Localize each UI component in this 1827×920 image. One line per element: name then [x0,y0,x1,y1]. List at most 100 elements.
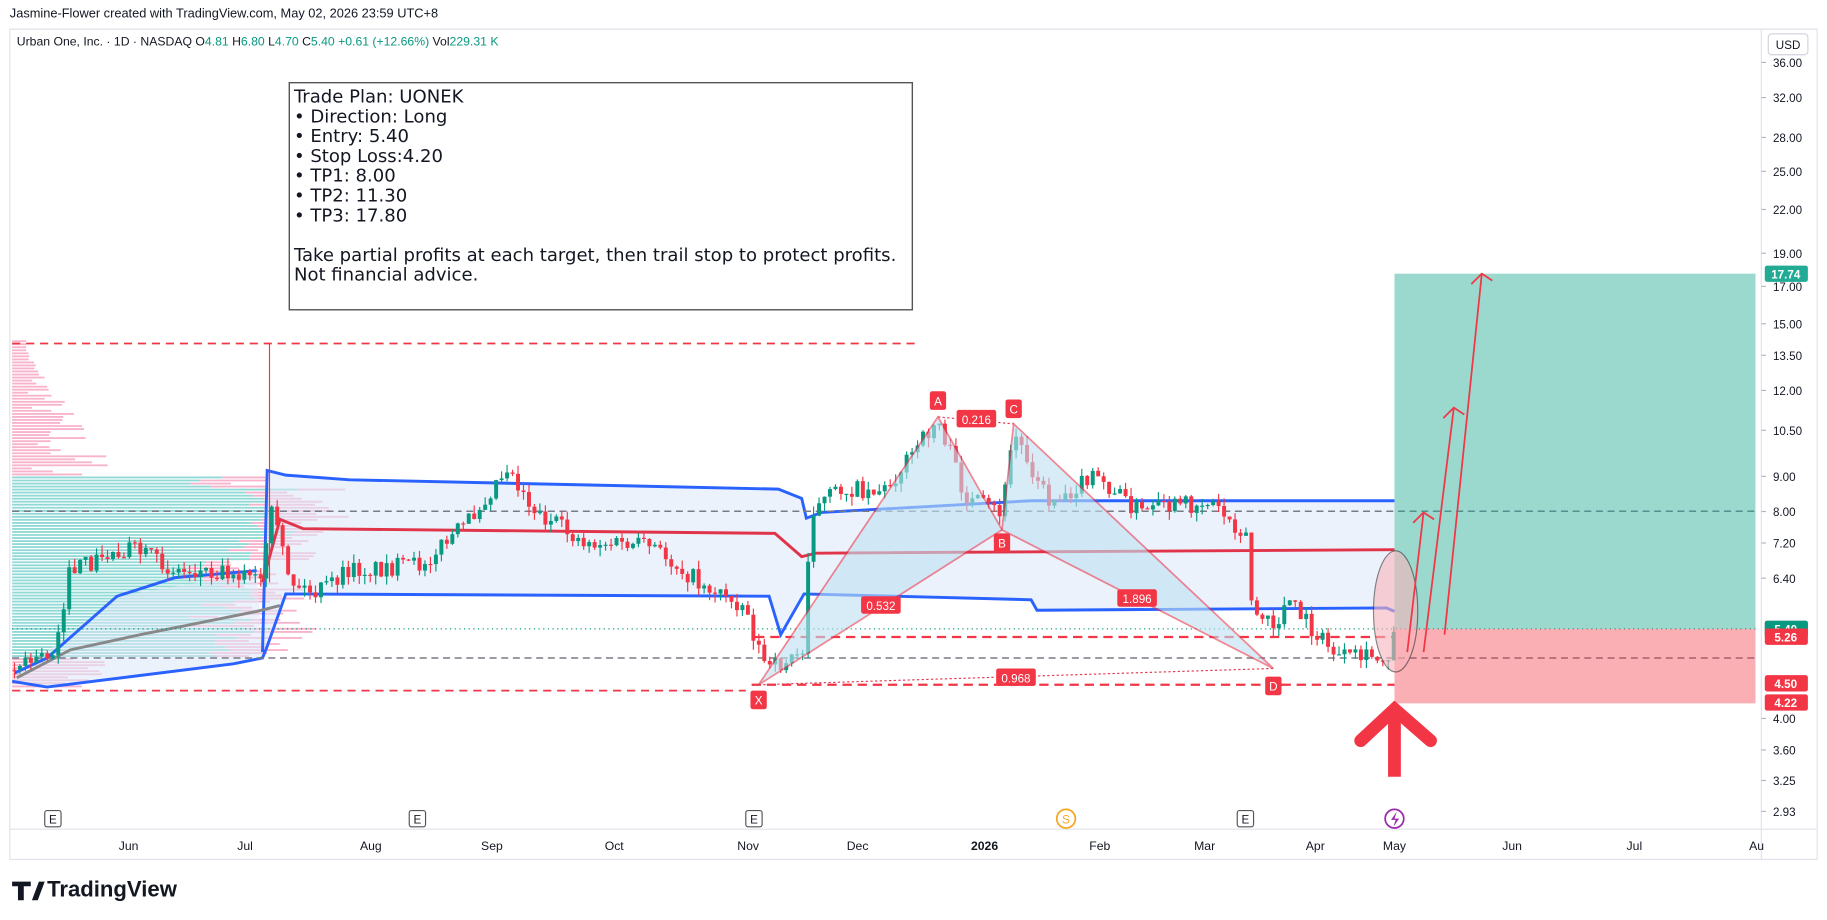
ohlc-label: L [268,34,275,48]
candle-body [1320,632,1325,640]
candle-body [357,562,362,576]
candle-body [1265,615,1270,619]
candle-body [767,660,772,665]
candle-body [242,570,247,580]
pattern-point: D [1269,681,1277,694]
price-tick-label: 13.50 [1773,350,1803,363]
candle-body [663,547,668,560]
trade-plan-line: • TP3: 17.80 [294,205,407,226]
candle-body [1254,600,1259,615]
candle-body [833,486,838,490]
candle-body [992,502,997,506]
candle-body [1260,614,1265,619]
candle-body [1293,600,1298,602]
time-label: Aug [360,839,382,853]
ohlc-label: O [195,34,205,48]
candle-body [685,573,690,583]
candle-body [121,557,126,559]
candle-body [1331,646,1336,655]
candle-body [1167,501,1172,512]
candle-body [680,568,685,574]
trade-plan-line: • TP1: 8.00 [294,166,396,187]
candle-body [1134,502,1139,514]
event-letter: E [750,813,758,826]
candle-body [1315,636,1320,640]
currency[interactable]: USD [1776,39,1801,52]
trade-plan-line: • TP2: 11.30 [294,185,407,206]
symbol-legend: Urban One, Inc. · 1D · NASDAQ O4.81 H6.8… [17,34,500,48]
candle-body [61,609,66,633]
price-tick-label: 15.00 [1773,318,1803,331]
candle-body [1227,516,1232,520]
stop-zone [1394,628,1756,704]
target-arrow [1443,273,1483,635]
candle-body [1276,624,1281,629]
candle-body [154,549,159,554]
candle-body [1183,496,1188,504]
candle-body [636,537,641,544]
event-letter: E [414,813,422,826]
candle-body [335,577,340,585]
candle-body [269,506,274,544]
candle-body [100,554,105,558]
candle-body [866,489,871,499]
candle-body [17,665,22,670]
candle-body [855,481,860,497]
ratio-label: 0.532 [866,600,895,613]
candle-body [1342,649,1347,655]
candle-body [149,548,154,550]
volume-label: Vol [433,34,450,48]
candle-body [417,557,422,571]
candle-body [521,490,526,493]
ratio-label: 1.896 [1123,593,1152,606]
candle-body [89,556,94,571]
price-tick-label: 19.00 [1773,248,1803,261]
pattern-point-tag [750,690,767,710]
candle-body [910,452,915,455]
candle-body [302,585,307,588]
target-arrowhead [1470,272,1493,285]
candle-body [346,566,351,578]
candle-body [877,491,882,495]
candle-body [718,589,723,594]
candle-body [368,574,373,576]
ratio-tag [861,596,901,614]
candle-body [297,585,302,588]
candle-body [882,485,887,492]
candle-body [220,565,225,580]
candle-body [83,556,88,560]
candle-body [669,559,674,567]
credit: Jasmine-Flower created with TradingView.… [10,5,438,20]
candle-body [28,657,33,663]
time-label: Jul [237,839,253,853]
event-badge [1055,808,1077,829]
candle-body [23,657,28,666]
candle-body [116,552,121,558]
candle-body [1085,475,1090,486]
candle-body [384,563,389,577]
candle-body [1287,600,1292,606]
band-lower [11,592,1396,689]
currency-button[interactable] [1767,33,1809,56]
candle-body [231,574,236,579]
time-label: Jul [1627,839,1643,853]
candle-body [132,542,137,544]
price-tick-label: 10.50 [1773,425,1803,438]
event-letter: E [1242,813,1250,826]
candle-body [291,574,296,586]
candle-body [313,592,318,598]
candle-body [1222,505,1227,517]
candle-body [160,553,165,570]
candle-body [373,562,378,576]
candle-body [209,567,214,578]
price-tick-label: 4.00 [1773,713,1796,726]
candle-body [308,585,313,593]
price-tick-label: 8.00 [1773,506,1796,519]
candle-body [494,480,499,499]
ohlc-label: C [302,34,311,48]
candle-body [548,520,553,525]
candle-body [329,577,334,582]
candle-body [280,525,285,547]
pattern-point-tag [1265,676,1282,696]
candle-body [351,562,356,578]
